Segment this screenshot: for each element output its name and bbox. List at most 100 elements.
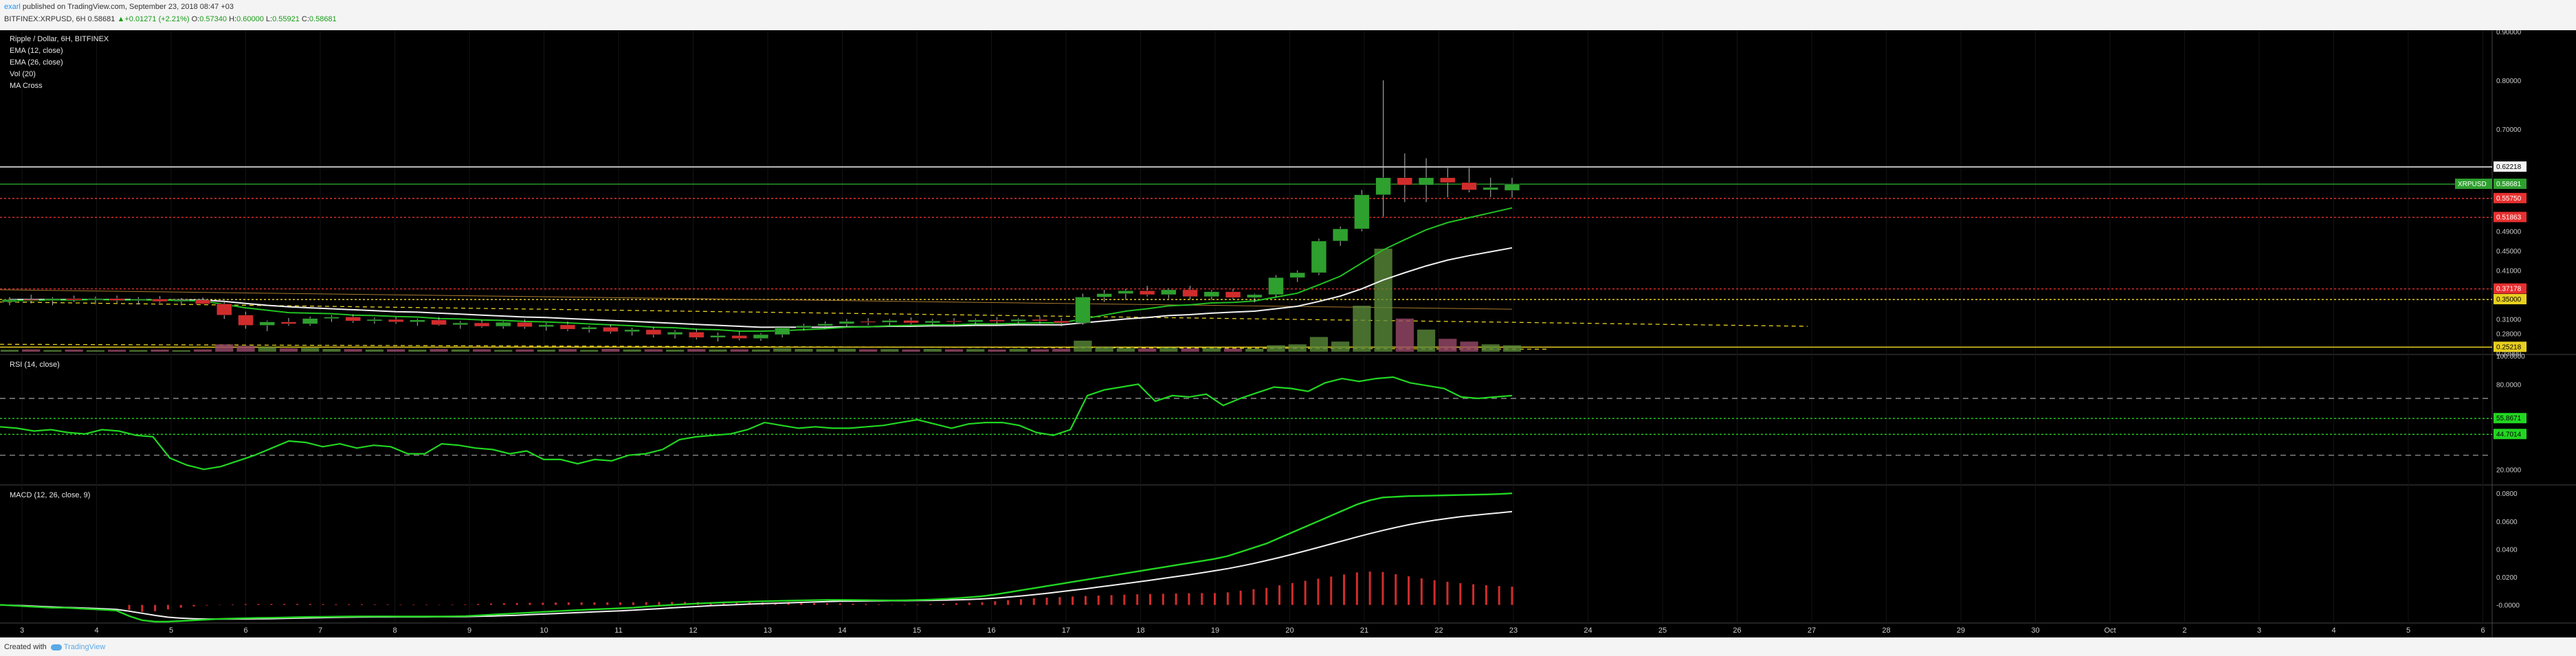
bull-candle bbox=[452, 322, 468, 326]
price-tick-label: 80.0000 bbox=[2496, 381, 2522, 389]
ema12-line bbox=[10, 207, 1513, 332]
chart-title: Ripple / Dollar, 6H, BITFINEX bbox=[10, 35, 109, 43]
time-tick-label: 9 bbox=[467, 626, 471, 635]
volume-bar bbox=[365, 349, 384, 352]
price-label-text: 0.62218 bbox=[2496, 163, 2522, 171]
bull-candle bbox=[968, 319, 984, 322]
price-tick-label: 0.0400 bbox=[2496, 546, 2518, 554]
price-tick-label: 0.80000 bbox=[2496, 78, 2522, 85]
price-label-badge bbox=[2494, 429, 2527, 440]
volume-bar bbox=[344, 349, 362, 352]
footer: Created with TradingView bbox=[0, 637, 2576, 656]
volume-bar bbox=[1502, 345, 1522, 352]
volume-bar bbox=[859, 349, 878, 352]
bull-candle bbox=[1311, 240, 1327, 273]
volume-bar bbox=[644, 349, 663, 352]
time-tick-label: 12 bbox=[689, 626, 697, 635]
time-tick-label: 26 bbox=[1733, 626, 1741, 635]
price-label-badge bbox=[2494, 192, 2527, 203]
price-label-text: 0.37178 bbox=[2496, 286, 2522, 293]
time-tick-label: 10 bbox=[540, 626, 548, 635]
bear-candle bbox=[388, 319, 404, 322]
price-chart[interactable]: 0.90000 0.80000 0.70000 0.62218 0.58681 0.557… bbox=[0, 30, 2576, 637]
time-tick-label: Oct bbox=[2104, 626, 2116, 635]
bear-candle bbox=[474, 322, 490, 327]
time-tick-label: 19 bbox=[1211, 626, 1219, 635]
macd-pane bbox=[0, 493, 1513, 623]
bull-candle bbox=[1483, 187, 1498, 190]
time-tick-label: 7 bbox=[318, 626, 322, 635]
indicator-legend-label: EMA (26, close) bbox=[10, 58, 63, 67]
time-tick-label: 15 bbox=[913, 626, 921, 635]
volume-bar bbox=[687, 349, 706, 352]
bull-candle bbox=[924, 320, 941, 324]
symbol-label: BITFINEX:XRPUSD, 6H bbox=[4, 15, 86, 23]
created-with-text: Created with bbox=[4, 643, 47, 651]
price-tick-label: 0.0200 bbox=[2496, 574, 2518, 582]
bear-candle bbox=[66, 298, 82, 300]
bull-candle bbox=[1332, 228, 1348, 242]
bull-candle bbox=[302, 318, 318, 324]
volume-bar bbox=[1331, 341, 1350, 352]
volume-bar bbox=[301, 348, 320, 352]
price-label-text: 44.7014 bbox=[2496, 431, 2522, 438]
volume-bar bbox=[709, 349, 727, 352]
bear-candle bbox=[216, 304, 232, 315]
price-label-text: 0.55750 bbox=[2496, 195, 2522, 203]
bull-candle bbox=[131, 299, 146, 301]
bull-candle bbox=[87, 298, 104, 300]
bear-candle bbox=[1225, 291, 1241, 298]
volume-bar bbox=[601, 348, 620, 352]
ema26-line bbox=[10, 247, 1513, 328]
bull-candle bbox=[624, 329, 640, 332]
bear-candle bbox=[1054, 320, 1069, 324]
bear-candle bbox=[689, 332, 704, 338]
tradingview-logo-icon bbox=[50, 644, 62, 651]
bull-candle bbox=[1075, 297, 1091, 324]
time-tick-label: 8 bbox=[392, 626, 397, 635]
rsi-line bbox=[0, 376, 1513, 471]
time-tick-label: 2 bbox=[2182, 626, 2186, 635]
volume-bar bbox=[988, 349, 1006, 352]
volume-bar bbox=[751, 349, 770, 352]
time-tick-label: 27 bbox=[1808, 626, 1816, 635]
bull-candle bbox=[710, 335, 726, 338]
price-label-text: 0.58681 bbox=[2496, 181, 2522, 188]
tradingview-brand[interactable]: TradingView bbox=[63, 643, 106, 651]
bear-candle bbox=[280, 321, 297, 324]
time-tick-label: 17 bbox=[1062, 626, 1070, 635]
volume-bar bbox=[129, 350, 148, 352]
price-tick-label: 0.0800 bbox=[2496, 490, 2518, 498]
bear-candle bbox=[238, 315, 254, 326]
time-tick-label: 16 bbox=[987, 626, 995, 635]
time-tick-label: 30 bbox=[2031, 626, 2039, 635]
open-value: 0.57340 bbox=[199, 15, 227, 23]
time-tick-label: 23 bbox=[1509, 626, 1518, 635]
volume-bar bbox=[172, 350, 190, 352]
price-label-badge bbox=[2494, 294, 2527, 304]
time-tick-label: 4 bbox=[2331, 626, 2335, 635]
price-tick-label: -0.0000 bbox=[2496, 602, 2520, 610]
volume-bar bbox=[408, 350, 427, 352]
bear-candle bbox=[109, 298, 125, 301]
price-label-badge bbox=[2494, 341, 2527, 352]
bull-candle bbox=[538, 324, 554, 327]
volume-bar bbox=[1030, 349, 1050, 352]
price-label-badge bbox=[2494, 161, 2527, 172]
bull-candle bbox=[324, 317, 340, 319]
low-label: L: bbox=[265, 15, 273, 23]
time-tick-label: 4 bbox=[94, 626, 98, 635]
price-label-text: 0.51863 bbox=[2496, 214, 2522, 221]
volume-bar bbox=[944, 349, 964, 352]
price-label-badge bbox=[2494, 179, 2527, 190]
price-tick-label: 0.0600 bbox=[2496, 519, 2518, 526]
volume-bar bbox=[1267, 345, 1285, 352]
change-up-icon: ▲ bbox=[117, 15, 125, 23]
bull-candle bbox=[410, 319, 425, 322]
high-value: 0.60000 bbox=[236, 15, 264, 23]
author-link[interactable]: exarl bbox=[4, 3, 21, 11]
volume-bar bbox=[623, 349, 641, 352]
time-tick-label: 3 bbox=[2257, 626, 2261, 635]
time-tick-label: 13 bbox=[764, 626, 772, 635]
volume-bar bbox=[1202, 348, 1221, 352]
